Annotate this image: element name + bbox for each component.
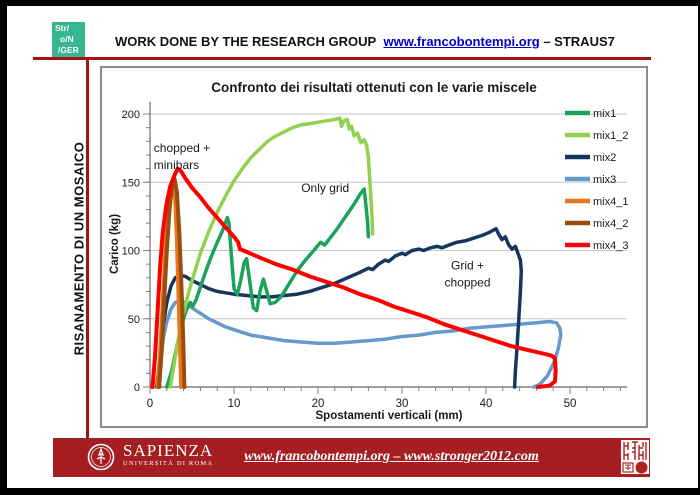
header-title-text: WORK DONE BY THE RESEARCH GROUP [115,34,377,49]
slide-background: Str/ o/N /GER WORK DONE BY THE RESEARCH … [7,6,698,488]
annotation-1: Only grid [301,181,349,195]
header-link[interactable]: www.francobontempi.org [383,34,540,49]
sidebar-divider-line [86,57,89,438]
header-divider-line [33,57,651,60]
y-axis-title: Carico (kg) [109,214,121,274]
slide-section-title: RISANAMENTO DI UN MOSAICO [71,141,87,356]
university-subtitle: UNIVERSITÀ DI ROMA [123,460,214,467]
y-tick-label: 200 [122,109,140,121]
series-line-mix4_3 [150,166,558,389]
seal-stamp-logo [620,439,650,475]
legend-label-mix4_3: mix4_3 [593,240,628,252]
legend-label-mix1: mix1 [593,108,616,120]
chart-title: Confronto dei risultati ottenuti con le … [211,80,537,95]
header-title-suffix: – STRAUS7 [543,34,615,49]
logo-line: Str/ [55,23,70,33]
footer-link[interactable]: www.francobontempi.org – www.stronger201… [244,449,539,464]
series-line-mix1 [165,187,371,389]
x-axis-title: Spostamenti verticali (mm) [316,410,463,422]
series-line-mix2 [154,226,524,389]
annotation-2: Grid + [451,259,484,273]
series-line-mix1_2 [168,116,375,389]
sapienza-logo [87,443,115,471]
logo-line: /GER [58,45,79,56]
y-tick-label: 0 [134,382,140,394]
x-tick-label: 30 [396,398,409,410]
annotation-0: chopped + [154,141,210,155]
header-title: WORK DONE BY THE RESEARCH GROUP www.fran… [115,34,675,49]
university-name: SAPIENZA [123,441,214,460]
logo-line: o/N [60,34,74,45]
y-tick-label: 150 [122,177,140,189]
legend-label-mix4_2: mix4_2 [593,218,628,230]
annotation-0: minibars [154,158,199,172]
footer-link-wrap: www.francobontempi.org – www.stronger201… [203,447,580,465]
annotation-2: chopped [444,276,490,290]
x-tick-label: 50 [564,398,577,410]
y-tick-label: 50 [128,314,140,326]
x-tick-label: 10 [228,398,241,410]
footer-bar: SAPIENZA UNIVERSITÀ DI ROMA www.francobo… [53,438,650,477]
legend-label-mix2: mix2 [593,152,616,164]
legend-label-mix3: mix3 [593,174,616,186]
x-tick-label: 20 [312,398,325,410]
x-tick-label: 0 [147,398,153,410]
y-tick-label: 100 [122,246,140,258]
legend-label-mix4_1: mix4_1 [593,196,628,208]
x-tick-label: 40 [480,398,493,410]
line-chart: Confronto dei risultati ottenuti con le … [109,80,628,422]
sapienza-wordmark: SAPIENZA UNIVERSITÀ DI ROMA [123,442,213,468]
legend-label-mix1_2: mix1_2 [593,130,628,142]
stronger-group-logo: Str/ o/N /GER [52,22,85,59]
chart-container: Confronto dei risultati ottenuti con le … [100,66,648,428]
